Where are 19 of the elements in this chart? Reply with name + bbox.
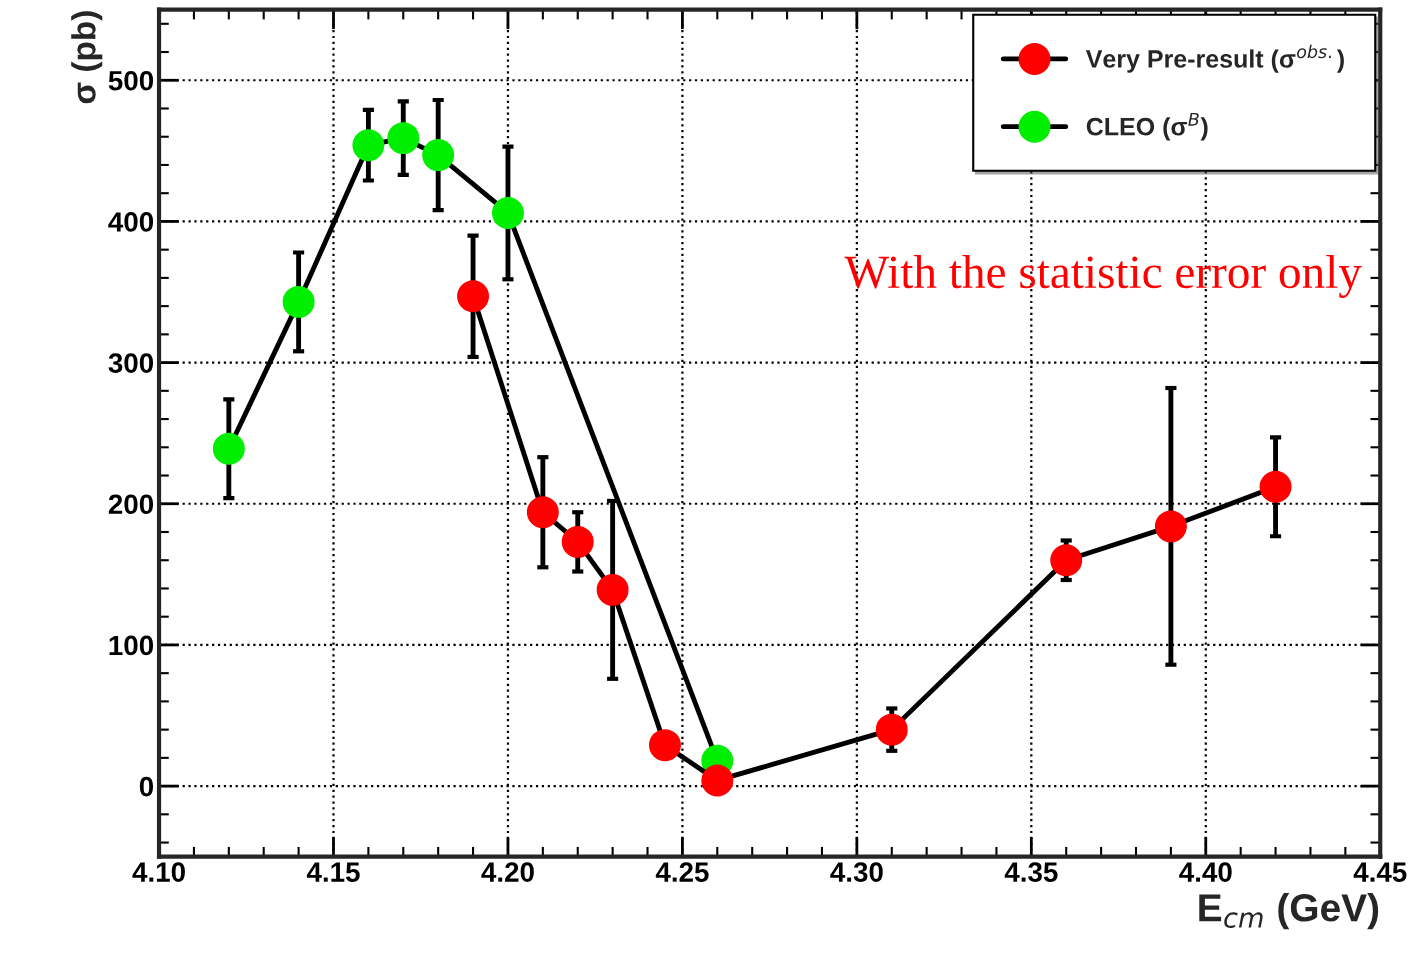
x-tick-label: 4.10	[132, 862, 185, 882]
y-axis-title: σ (pb)	[71, 11, 103, 104]
x-tick-label: 4.20	[481, 862, 534, 882]
annotation: With the statistic error only	[844, 255, 1362, 298]
legend-label: CLEO (σ$^{B}$)	[1086, 112, 1208, 141]
x-tick-label: 4.35	[1004, 862, 1058, 882]
y-tick-label: 0	[139, 776, 154, 797]
x-tick-label: 4.45	[1353, 862, 1407, 882]
y-tick-label: 200	[108, 494, 154, 515]
legend-label: Very Pre-result (σ$^{obs.}$)	[1085, 44, 1344, 73]
y-tick-label: 300	[108, 353, 154, 373]
x-tick-label: 4.40	[1179, 862, 1232, 882]
x-tick-label: 4.30	[830, 862, 883, 882]
x-tick-label: 4.25	[655, 862, 709, 882]
y-tick-label: 400	[108, 212, 154, 232]
y-tick-label: 500	[108, 70, 154, 91]
y-tick-label: 100	[109, 635, 154, 656]
x-tick-label: 4.15	[306, 862, 360, 882]
x-axis-title: E$_{cm}$ (GeV)	[1199, 892, 1379, 930]
